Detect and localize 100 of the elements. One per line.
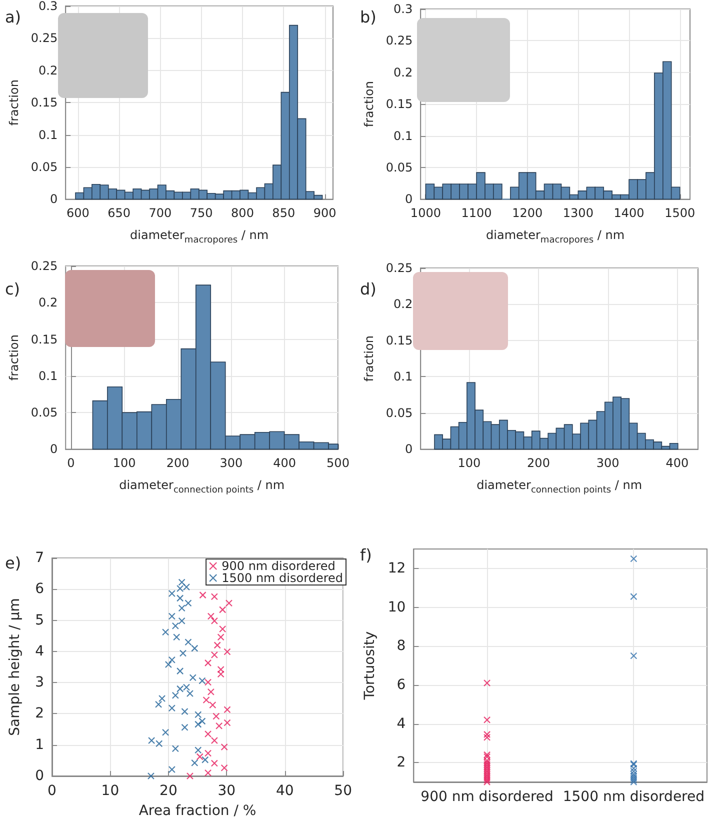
y-tick-label: 0 — [50, 192, 58, 206]
point — [168, 766, 176, 774]
y-axis-title: fraction — [7, 80, 21, 126]
point — [147, 772, 155, 780]
x-tick-label: 300 — [596, 456, 620, 470]
y-tick-label: 4 — [396, 716, 406, 732]
y-tick-label: 0 — [404, 192, 413, 206]
point — [224, 648, 231, 656]
point — [176, 685, 184, 692]
point — [219, 606, 226, 614]
x-tick-label: 850 — [272, 206, 296, 220]
x-tick-label: 1100 — [461, 206, 492, 220]
y-tick-label: 3 — [35, 674, 44, 691]
point — [204, 769, 212, 776]
point — [162, 628, 170, 636]
point — [204, 659, 212, 666]
point — [186, 690, 194, 698]
point — [181, 724, 188, 731]
y-tick-label: 0.05 — [30, 160, 58, 174]
point — [162, 728, 170, 736]
y-tick-label: 1 — [35, 736, 44, 753]
point — [179, 650, 187, 657]
x-tick-label: 100 — [112, 456, 136, 470]
y-tick-label: 2 — [396, 754, 406, 771]
x-tick-label: 400 — [273, 456, 296, 470]
point — [186, 772, 194, 780]
point — [191, 759, 198, 766]
y-tick-label: 0.15 — [30, 96, 58, 110]
x-tick-label: 1000 — [410, 206, 441, 220]
x-tick-label: 900 — [313, 206, 336, 220]
point — [158, 694, 166, 702]
y-axis-title: fraction — [362, 81, 376, 128]
point — [209, 701, 216, 709]
y-tick-label: 0.1 — [394, 128, 413, 143]
point — [202, 756, 209, 764]
y-tick-label: 0.15 — [30, 332, 58, 346]
point — [148, 736, 156, 744]
point — [210, 736, 218, 744]
point — [182, 684, 190, 691]
point — [182, 583, 190, 591]
point — [204, 678, 212, 686]
x-tick-label: 30 — [218, 783, 236, 799]
y-tick-label: 0.1 — [394, 370, 413, 384]
x-tick-label: 1500 — [664, 206, 696, 220]
y-tick-label: 0 — [50, 442, 58, 456]
y-tick-label: 0.3 — [394, 2, 413, 16]
x-tick-label: 650 — [108, 206, 131, 220]
point — [224, 706, 231, 714]
x-tick-label: 700 — [148, 206, 172, 220]
point — [172, 692, 179, 699]
point — [212, 712, 220, 720]
x-tick-label: 20 — [160, 783, 178, 799]
point — [168, 656, 176, 664]
point — [199, 592, 206, 599]
point — [196, 753, 204, 760]
point — [210, 593, 218, 600]
y-tick-label: 0.25 — [30, 259, 58, 273]
chart-title: a) — [5, 8, 22, 26]
y-axis-title: fraction — [7, 334, 21, 381]
y-tick-label: 10 — [388, 599, 406, 616]
point — [220, 743, 228, 751]
y-tick-label: 6 — [35, 581, 44, 598]
y-axis-title: Tortuosity — [362, 631, 378, 701]
y-tick-label: 0.2 — [394, 65, 413, 80]
point — [184, 638, 192, 646]
x-axis-title: Area fraction / % — [138, 803, 256, 819]
x-tick-label: 1300 — [562, 206, 594, 220]
point — [216, 722, 223, 730]
point — [225, 600, 233, 607]
x-tick-label: 500 — [326, 456, 350, 470]
text: d) — [360, 280, 376, 298]
x-tick-label: 400 — [666, 456, 689, 470]
y-tick-label: 0.05 — [386, 160, 413, 174]
x-tick-label: 0 — [67, 456, 75, 470]
x-tick-label: 900 nm disordered — [420, 789, 554, 805]
point — [172, 622, 179, 630]
x-tick-label: 10 — [101, 783, 120, 799]
point — [178, 617, 186, 624]
point — [164, 660, 172, 668]
y-tick-label: 0.15 — [386, 333, 413, 348]
point — [156, 740, 163, 748]
x-tick-label: 750 — [190, 206, 213, 220]
x-tick-label: 1200 — [512, 206, 543, 220]
y-tick-label: 0.2 — [38, 296, 58, 310]
x-tick-label: 50 — [334, 783, 352, 799]
y-tick-label: 5 — [35, 612, 44, 628]
point — [168, 612, 176, 620]
x-tick-label: 100 — [458, 456, 481, 470]
y-tick-label: 0.25 — [386, 261, 413, 275]
point — [204, 750, 212, 757]
point — [173, 634, 180, 641]
legend-label: 900 nm disordered — [222, 559, 336, 573]
chart-title: b) — [360, 8, 376, 26]
chart-title: f) — [360, 546, 372, 564]
point — [172, 745, 179, 752]
y-tick-label: 0 — [35, 768, 44, 784]
point — [207, 612, 214, 620]
point — [178, 604, 186, 612]
y-tick-label: 0.1 — [38, 368, 58, 383]
point — [207, 688, 214, 696]
